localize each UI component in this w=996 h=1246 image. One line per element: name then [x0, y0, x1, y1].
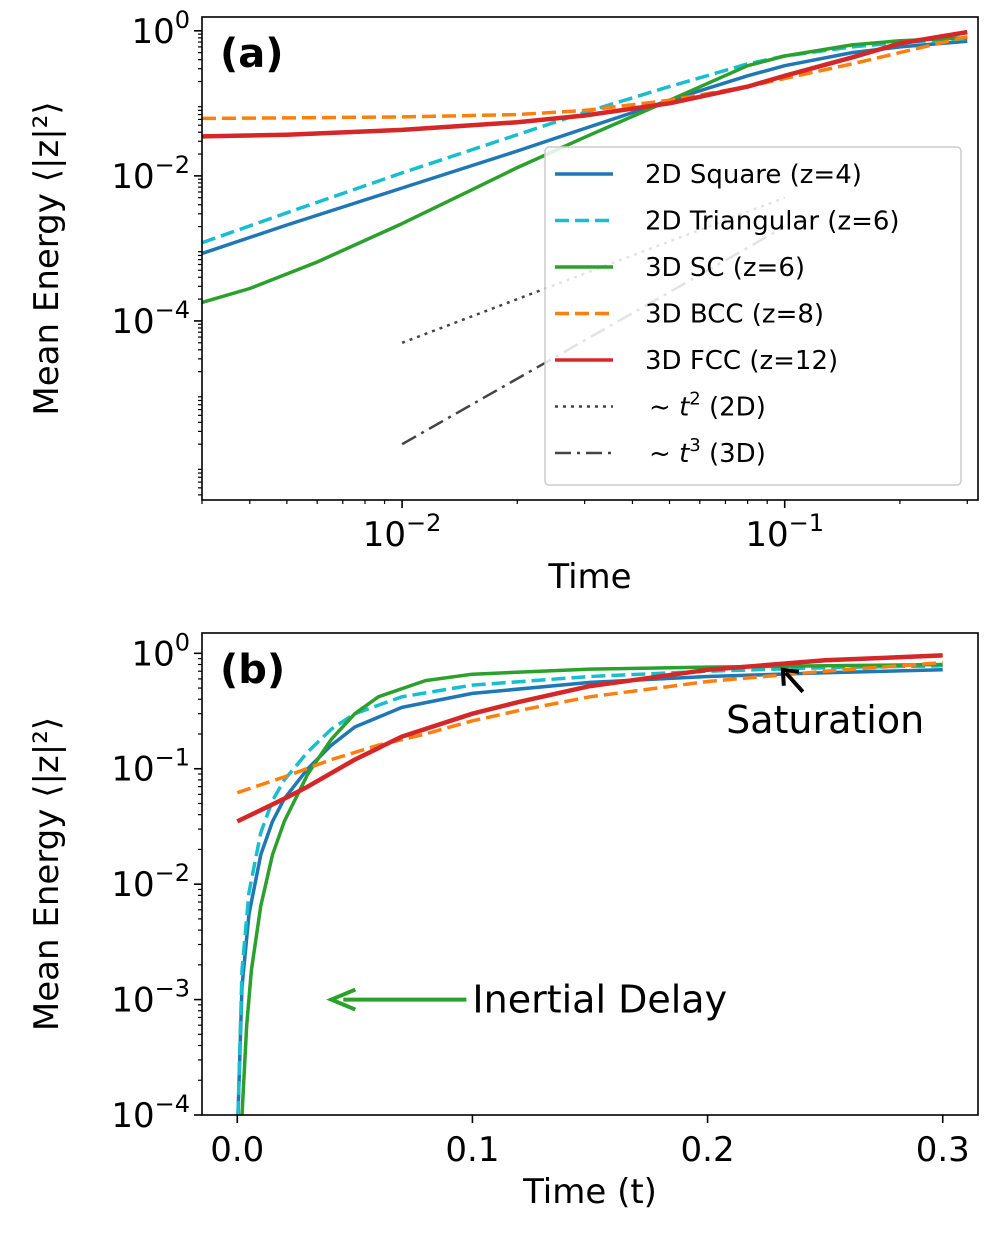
- legend: 2D Square (z=4) 2D Triangular (z=6) 3D SC …: [544, 146, 962, 486]
- y-tick-base: 10: [111, 750, 154, 790]
- legend-label-6: ~ t3 (3D): [649, 435, 766, 469]
- series-group: [236, 653, 943, 1115]
- x-axis-label: Time (t): [522, 1172, 657, 1212]
- x-tick-text: 0.2: [681, 1130, 735, 1170]
- x-tick-exp: −1: [789, 509, 824, 537]
- y-tick-exp: −2: [155, 151, 190, 179]
- series-line-0: [236, 668, 943, 1115]
- annotation-1: Saturation: [726, 667, 924, 742]
- y-tick-label: 10−2: [111, 859, 190, 905]
- series-line-3: [236, 660, 943, 795]
- y-tick-label: 10−4: [111, 296, 190, 342]
- y-tick-exp: 0: [175, 6, 190, 34]
- annotation-arrow-head: [780, 667, 800, 686]
- legend-label-0: 2D Square (z=4): [645, 160, 862, 190]
- y-tick-label: 10−4: [111, 1090, 190, 1136]
- annotation-text: Inertial Delay: [472, 978, 727, 1022]
- x-tick-text: 0.1: [445, 1130, 499, 1170]
- y-axis-label: Mean Energy ⟨|z|²⟩: [27, 717, 67, 1031]
- y-tick-base: 10: [111, 302, 154, 342]
- x-tick-text: 0.0: [210, 1130, 264, 1170]
- y-tick-base: 10: [131, 634, 174, 674]
- y-tick-exp: −1: [155, 744, 190, 772]
- y-tick-exp: 0: [175, 628, 190, 656]
- legend-exp: 3: [689, 435, 700, 456]
- annotation-arrow-head: [326, 987, 357, 1012]
- annotation-text: Saturation: [726, 698, 924, 742]
- y-tick-label: 10−1: [111, 744, 190, 790]
- legend-var: t: [679, 393, 690, 423]
- y-tick-exp: −4: [155, 296, 190, 324]
- y-axis-label: Mean Energy ⟨|z|²⟩: [27, 101, 67, 415]
- legend-label-3: 3D BCC (z=8): [645, 300, 824, 330]
- plot-frame: [201, 632, 979, 1116]
- legend-rest: (3D): [701, 439, 766, 469]
- legend-tilde: ~: [649, 393, 679, 423]
- series-line-3: [202, 34, 968, 121]
- x-tick-label: 0.1: [445, 1130, 499, 1170]
- x-tick-text: 0.3: [916, 1130, 970, 1170]
- y-tick-exp: −2: [155, 859, 190, 887]
- panel-tag: (a): [220, 31, 284, 77]
- x-axis-label: Time: [547, 557, 631, 597]
- series-line-2: [202, 36, 968, 305]
- series-line-1: [236, 664, 943, 1115]
- series-line-1: [202, 36, 968, 245]
- legend-box: [544, 146, 962, 486]
- x-tick-base: 10: [745, 515, 788, 555]
- legend-label-5: ~ t2 (2D): [649, 389, 766, 423]
- legend-label-4: 3D FCC (z=12): [645, 346, 838, 376]
- y-tick-label: 10−3: [111, 975, 190, 1021]
- y-tick-exp: −3: [155, 975, 190, 1003]
- series-line-2: [240, 662, 943, 1115]
- y-tick-label: 10−2: [111, 151, 190, 197]
- series-group: [202, 29, 968, 446]
- y-tick-label: 100: [131, 628, 190, 674]
- legend-rest: (2D): [701, 393, 766, 423]
- y-tick-base: 10: [111, 865, 154, 905]
- legend-label-2: 3D SC (z=6): [645, 253, 805, 283]
- annotation-arrow-shaft: [784, 671, 805, 694]
- legend-var: t: [679, 439, 690, 469]
- annotation-0: Inertial Delay: [326, 978, 727, 1022]
- legend-label-1: 2D Triangular (z=6): [645, 207, 900, 237]
- series-line-4: [202, 29, 968, 139]
- x-tick-label: 0.2: [681, 1130, 735, 1170]
- legend-exp: 2: [689, 389, 700, 410]
- x-tick-label: 10−1: [745, 509, 824, 555]
- y-tick-label: 100: [131, 6, 190, 52]
- y-tick-base: 10: [131, 12, 174, 52]
- plot-frame: [201, 16, 979, 501]
- series-line-4: [236, 653, 943, 824]
- x-tick-base: 10: [363, 515, 406, 555]
- x-tick-label: 0.0: [210, 1130, 264, 1170]
- y-tick-exp: −4: [155, 1090, 190, 1118]
- x-tick-label: 10−2: [363, 509, 442, 555]
- panel-tag: (b): [220, 647, 285, 693]
- y-tick-base: 10: [111, 1096, 154, 1136]
- legend-tilde: ~: [649, 439, 679, 469]
- y-tick-base: 10: [111, 981, 154, 1021]
- x-tick-label: 0.3: [916, 1130, 970, 1170]
- x-tick-exp: −2: [406, 509, 441, 537]
- y-tick-base: 10: [111, 157, 154, 197]
